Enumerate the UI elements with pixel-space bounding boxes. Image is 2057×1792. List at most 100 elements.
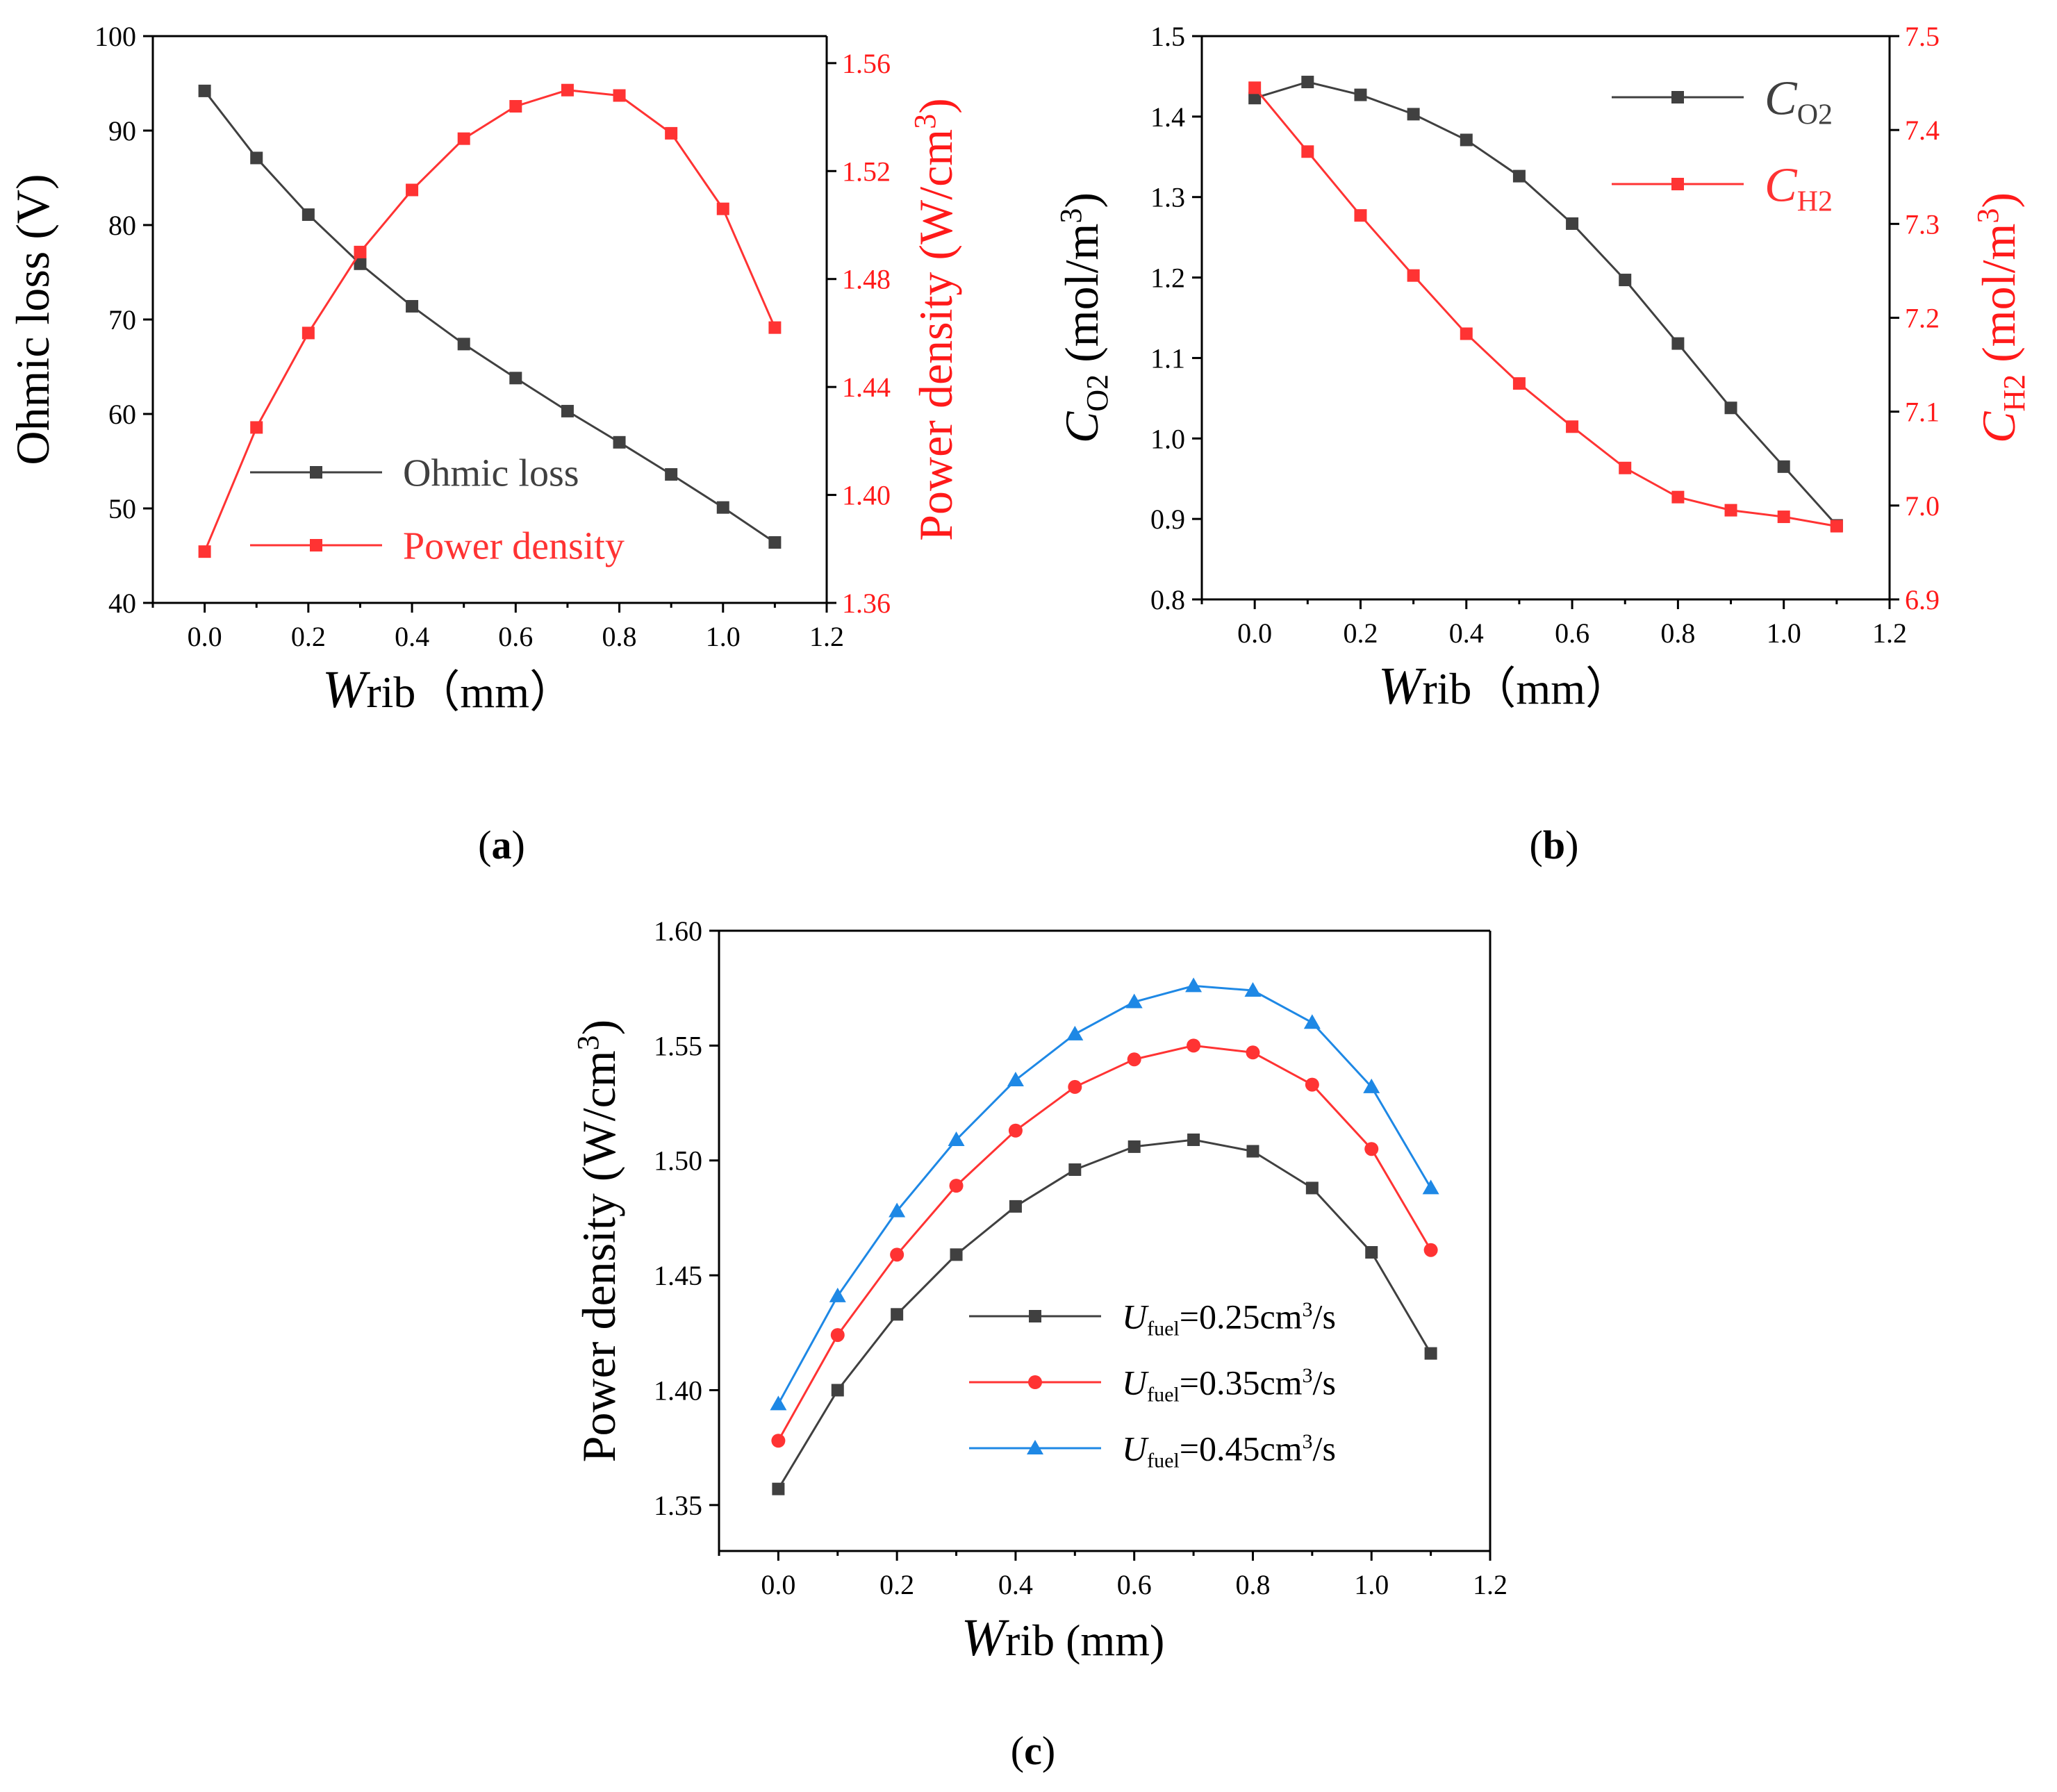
panel-a-caption: (a) xyxy=(478,822,525,868)
x-axis-title: Wrib (mm) xyxy=(961,1609,1165,1667)
data-point xyxy=(1008,1123,1023,1138)
legend-label: CO2 xyxy=(1765,72,1833,131)
data-point xyxy=(1423,1243,1438,1257)
data-point xyxy=(948,1131,965,1146)
legend-label-text: Power density xyxy=(403,525,625,568)
x-tick-label: 1.0 xyxy=(1767,617,1801,649)
y-axis-title-left: Power density (W/cm3) xyxy=(571,1020,625,1463)
y-tick-label-left: 50 xyxy=(108,493,136,524)
x-axis-title-unit: （mm） xyxy=(1471,664,1630,713)
data-point xyxy=(613,89,626,102)
y-tick-label-left: 1.35 xyxy=(654,1490,702,1521)
x-tick-label: 0.6 xyxy=(1555,617,1589,649)
y-axis-title-left-unit: (mol/m xyxy=(1055,224,1108,374)
data-point xyxy=(1724,504,1737,517)
data-point xyxy=(561,83,574,97)
data-point xyxy=(1187,1133,1200,1146)
data-point xyxy=(1460,327,1473,340)
y-axis-title-right-subscript: H2 xyxy=(1997,374,2031,412)
data-point xyxy=(301,208,315,222)
data-point xyxy=(509,372,522,385)
y-tick-label-left: 1.60 xyxy=(654,915,702,947)
y-tick-label-left: 1.55 xyxy=(654,1030,702,1061)
data-point xyxy=(889,1202,906,1218)
y-tick-label-right: 1.56 xyxy=(842,48,891,79)
y-tick-label-left: 90 xyxy=(108,115,136,147)
x-tick-label: 1.2 xyxy=(1473,1569,1507,1600)
y-tick-label-left: 80 xyxy=(108,210,136,241)
data-point xyxy=(509,100,522,113)
y-tick-label-right: 1.48 xyxy=(842,264,891,295)
data-point xyxy=(1303,1014,1321,1029)
data-point xyxy=(1301,76,1314,89)
data-point xyxy=(665,468,678,481)
data-point xyxy=(1407,108,1420,121)
data-point xyxy=(831,1384,844,1397)
legend-label-value: =0.35cm xyxy=(1180,1363,1303,1402)
y-tick-label-left: 1.0 xyxy=(1150,423,1185,454)
y-tick-label-right: 1.44 xyxy=(842,372,891,403)
data-point xyxy=(1248,81,1262,94)
y-tick-label-left: 1.4 xyxy=(1150,101,1185,133)
y-tick-label-left: 60 xyxy=(108,399,136,430)
x-tick-label: 0.2 xyxy=(879,1569,914,1600)
panel-a-caption-letter: a xyxy=(492,822,512,868)
data-point xyxy=(1248,92,1262,105)
y-axis-title-left-end: ) xyxy=(1055,192,1108,208)
x-tick-label: 0.0 xyxy=(1237,617,1272,649)
legend-label: Ufuel=0.35cm3/s xyxy=(1122,1363,1336,1407)
y-axis-title-right-text: Power density (W/cm xyxy=(909,129,962,541)
data-point xyxy=(829,1287,846,1302)
data-point xyxy=(1354,209,1367,222)
x-tick-label: 0.8 xyxy=(602,621,637,652)
y-tick-label-right: 1.36 xyxy=(842,588,891,619)
data-point xyxy=(1512,169,1526,183)
x-tick-label: 1.0 xyxy=(1354,1569,1389,1600)
data-point xyxy=(1125,993,1143,1009)
y-tick-label-right: 7.3 xyxy=(1905,208,1940,240)
data-point xyxy=(250,151,263,165)
y-tick-label-left: 0.8 xyxy=(1150,584,1185,615)
x-tick-label: 0.4 xyxy=(1449,617,1484,649)
y-tick-label-right: 7.5 xyxy=(1905,21,1940,52)
y-tick-label-right: 1.52 xyxy=(842,156,891,187)
data-point xyxy=(770,1395,787,1411)
data-point xyxy=(1671,337,1685,350)
x-tick-label: 0.8 xyxy=(1660,617,1695,649)
y-axis-title-right: Power density (W/cm3) xyxy=(908,98,962,541)
legend-label-symbol: C xyxy=(1765,159,1798,213)
data-point xyxy=(354,257,367,270)
x-axis-title-subscript: rib xyxy=(1005,1616,1055,1665)
data-point xyxy=(950,1248,963,1261)
data-point xyxy=(1246,1045,1260,1060)
x-axis-title: Wrib（mm） xyxy=(322,661,574,719)
y-tick-label-left: 1.45 xyxy=(654,1260,702,1291)
x-tick-label: 0.6 xyxy=(1117,1569,1152,1600)
data-point xyxy=(949,1179,964,1193)
y-axis-title-right-superscript: 3 xyxy=(1971,208,2005,224)
x-tick-label: 0.4 xyxy=(395,621,429,652)
x-axis-title-symbol: W xyxy=(322,661,371,719)
y-axis-title-right-end: ) xyxy=(909,98,962,114)
panel-c-caption: (c) xyxy=(1011,1728,1055,1773)
panel-c: 0.0 0.2 0.4 0.6 0.8 1.0 1.2 1.35 1.40 1.45 1.50 1.5… xyxy=(571,915,1507,1667)
y-tick-label-right: 7.4 xyxy=(1905,115,1940,146)
x-axis-title-subscript: rib xyxy=(366,667,415,717)
y-tick-label-left: 100 xyxy=(94,21,136,52)
y-axis-title-left: CO2 (mol/m3) xyxy=(1054,192,1114,443)
y-axis-title-left-superscript: 3 xyxy=(571,1035,605,1050)
data-point xyxy=(561,404,574,417)
legend-label-symbol: U xyxy=(1122,1297,1149,1336)
data-point xyxy=(1127,1052,1141,1067)
x-tick-label: 1.2 xyxy=(1872,617,1907,649)
panel-b-caption-letter: b xyxy=(1543,822,1565,868)
data-point xyxy=(1305,1181,1319,1195)
legend-marker xyxy=(1027,1440,1043,1454)
data-point xyxy=(1187,1038,1201,1053)
data-point xyxy=(768,536,782,549)
panel-b: 0.0 0.2 0.4 0.6 0.8 1.0 1.2 0.8 0.9 1.0 1.1 1.2 1.3 1… xyxy=(1054,21,2031,715)
data-point xyxy=(406,299,419,313)
data-point xyxy=(1407,269,1420,282)
data-point xyxy=(1566,217,1579,230)
